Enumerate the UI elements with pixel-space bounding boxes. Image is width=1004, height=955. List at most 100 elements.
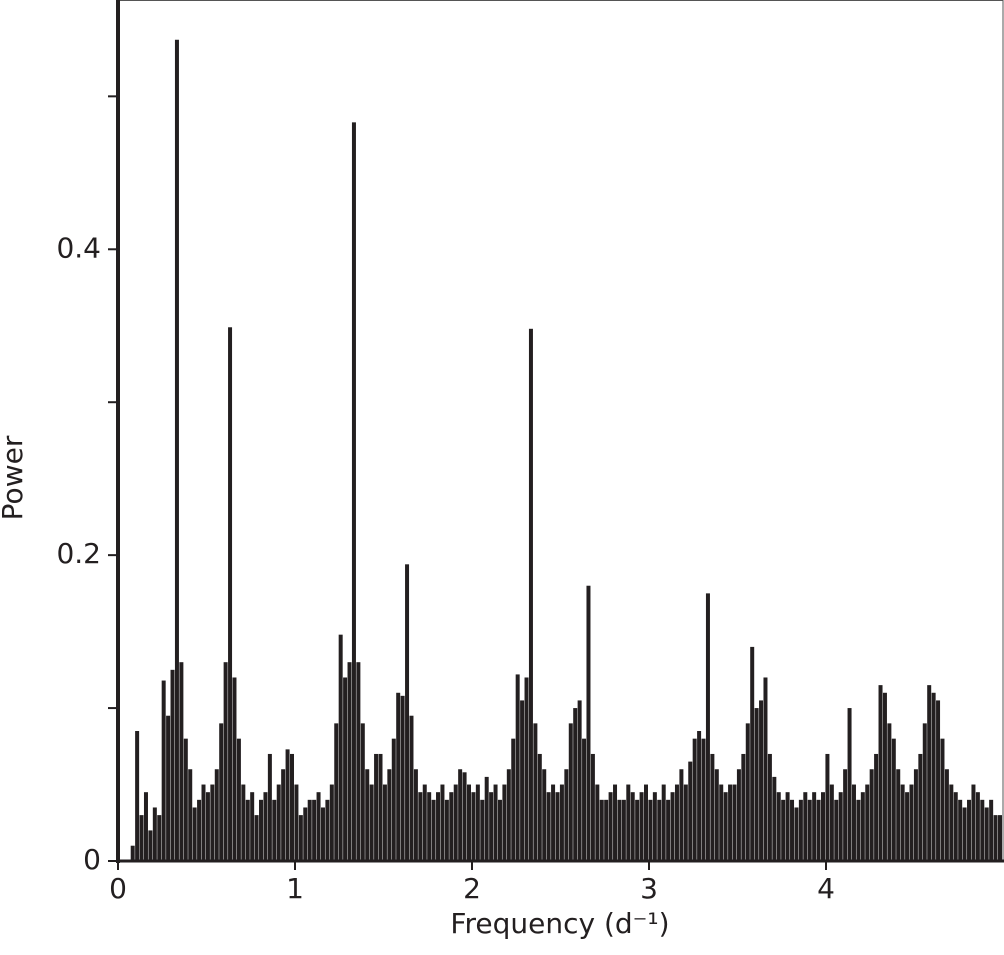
bar	[183, 738, 188, 861]
bar	[825, 753, 830, 861]
bar	[750, 646, 755, 861]
bar	[953, 792, 958, 861]
bar	[528, 328, 533, 862]
bar	[568, 723, 573, 861]
bar	[843, 769, 848, 861]
bar	[652, 792, 657, 861]
bar	[360, 723, 365, 861]
bar	[232, 677, 237, 861]
bar	[236, 738, 241, 861]
bar	[829, 784, 834, 861]
bar	[197, 799, 202, 861]
bar	[745, 723, 750, 861]
bar	[847, 708, 852, 861]
bar	[259, 799, 264, 861]
bar	[294, 784, 299, 861]
bar	[851, 784, 856, 861]
x-tick-label: 3	[640, 872, 658, 905]
bar	[595, 784, 600, 861]
bar	[728, 784, 733, 861]
y-axis-label: Power	[0, 435, 29, 520]
bar	[781, 799, 786, 861]
bar	[564, 769, 569, 861]
bar	[617, 799, 622, 861]
bar	[692, 738, 697, 861]
bar	[621, 799, 626, 861]
bar	[497, 799, 502, 861]
bar	[993, 815, 998, 861]
bar	[909, 784, 914, 861]
bar	[223, 662, 228, 861]
bar	[626, 784, 631, 861]
bar	[219, 723, 224, 861]
bar	[267, 753, 272, 861]
bar	[798, 799, 803, 861]
bar	[962, 807, 967, 861]
bar	[613, 784, 618, 861]
bar	[944, 769, 949, 861]
bar	[648, 799, 653, 861]
bar	[697, 731, 702, 861]
bar	[989, 799, 994, 861]
bar	[192, 807, 197, 861]
bar	[139, 815, 144, 861]
bar	[900, 784, 905, 861]
bar	[537, 753, 542, 861]
bar	[927, 685, 932, 861]
x-tick-label: 0	[109, 872, 127, 905]
bar	[551, 784, 556, 861]
bar	[573, 708, 578, 861]
bar	[679, 769, 684, 861]
bar	[241, 784, 246, 861]
bar	[493, 784, 498, 861]
bar	[325, 799, 330, 861]
bar	[458, 769, 463, 861]
bar	[250, 792, 255, 861]
bar	[754, 708, 759, 861]
bar	[807, 799, 812, 861]
bar	[161, 680, 166, 861]
bar	[714, 769, 719, 861]
bar	[705, 593, 710, 861]
bar	[790, 799, 795, 861]
bar	[347, 662, 352, 861]
bar	[865, 784, 870, 861]
bar	[639, 792, 644, 861]
bar	[303, 807, 308, 861]
bar	[157, 815, 162, 861]
bar	[422, 784, 427, 861]
bar	[502, 784, 507, 861]
bar	[409, 715, 414, 861]
bar	[661, 784, 666, 861]
bar	[736, 769, 741, 861]
bar	[599, 799, 604, 861]
bar	[674, 784, 679, 861]
bar	[440, 784, 445, 861]
bar	[210, 784, 215, 861]
bar	[511, 738, 516, 861]
bar	[520, 700, 525, 861]
bar	[666, 799, 671, 861]
bar	[683, 784, 688, 861]
bar	[949, 784, 954, 861]
bar	[475, 784, 480, 861]
bar	[307, 799, 312, 861]
bar	[644, 784, 648, 861]
bar	[542, 769, 547, 861]
bar	[984, 807, 989, 861]
bar	[630, 792, 635, 861]
bar	[166, 715, 171, 861]
bar	[285, 749, 290, 861]
bar	[365, 769, 370, 861]
bar	[316, 792, 321, 861]
bar	[834, 799, 839, 861]
bar	[272, 799, 277, 861]
bar	[821, 792, 825, 861]
bar	[174, 39, 179, 862]
bar	[582, 738, 587, 861]
bar	[772, 776, 777, 861]
x-tick-label: 1	[286, 872, 304, 905]
bar	[590, 753, 595, 861]
bar	[887, 723, 892, 861]
bar	[382, 784, 387, 861]
